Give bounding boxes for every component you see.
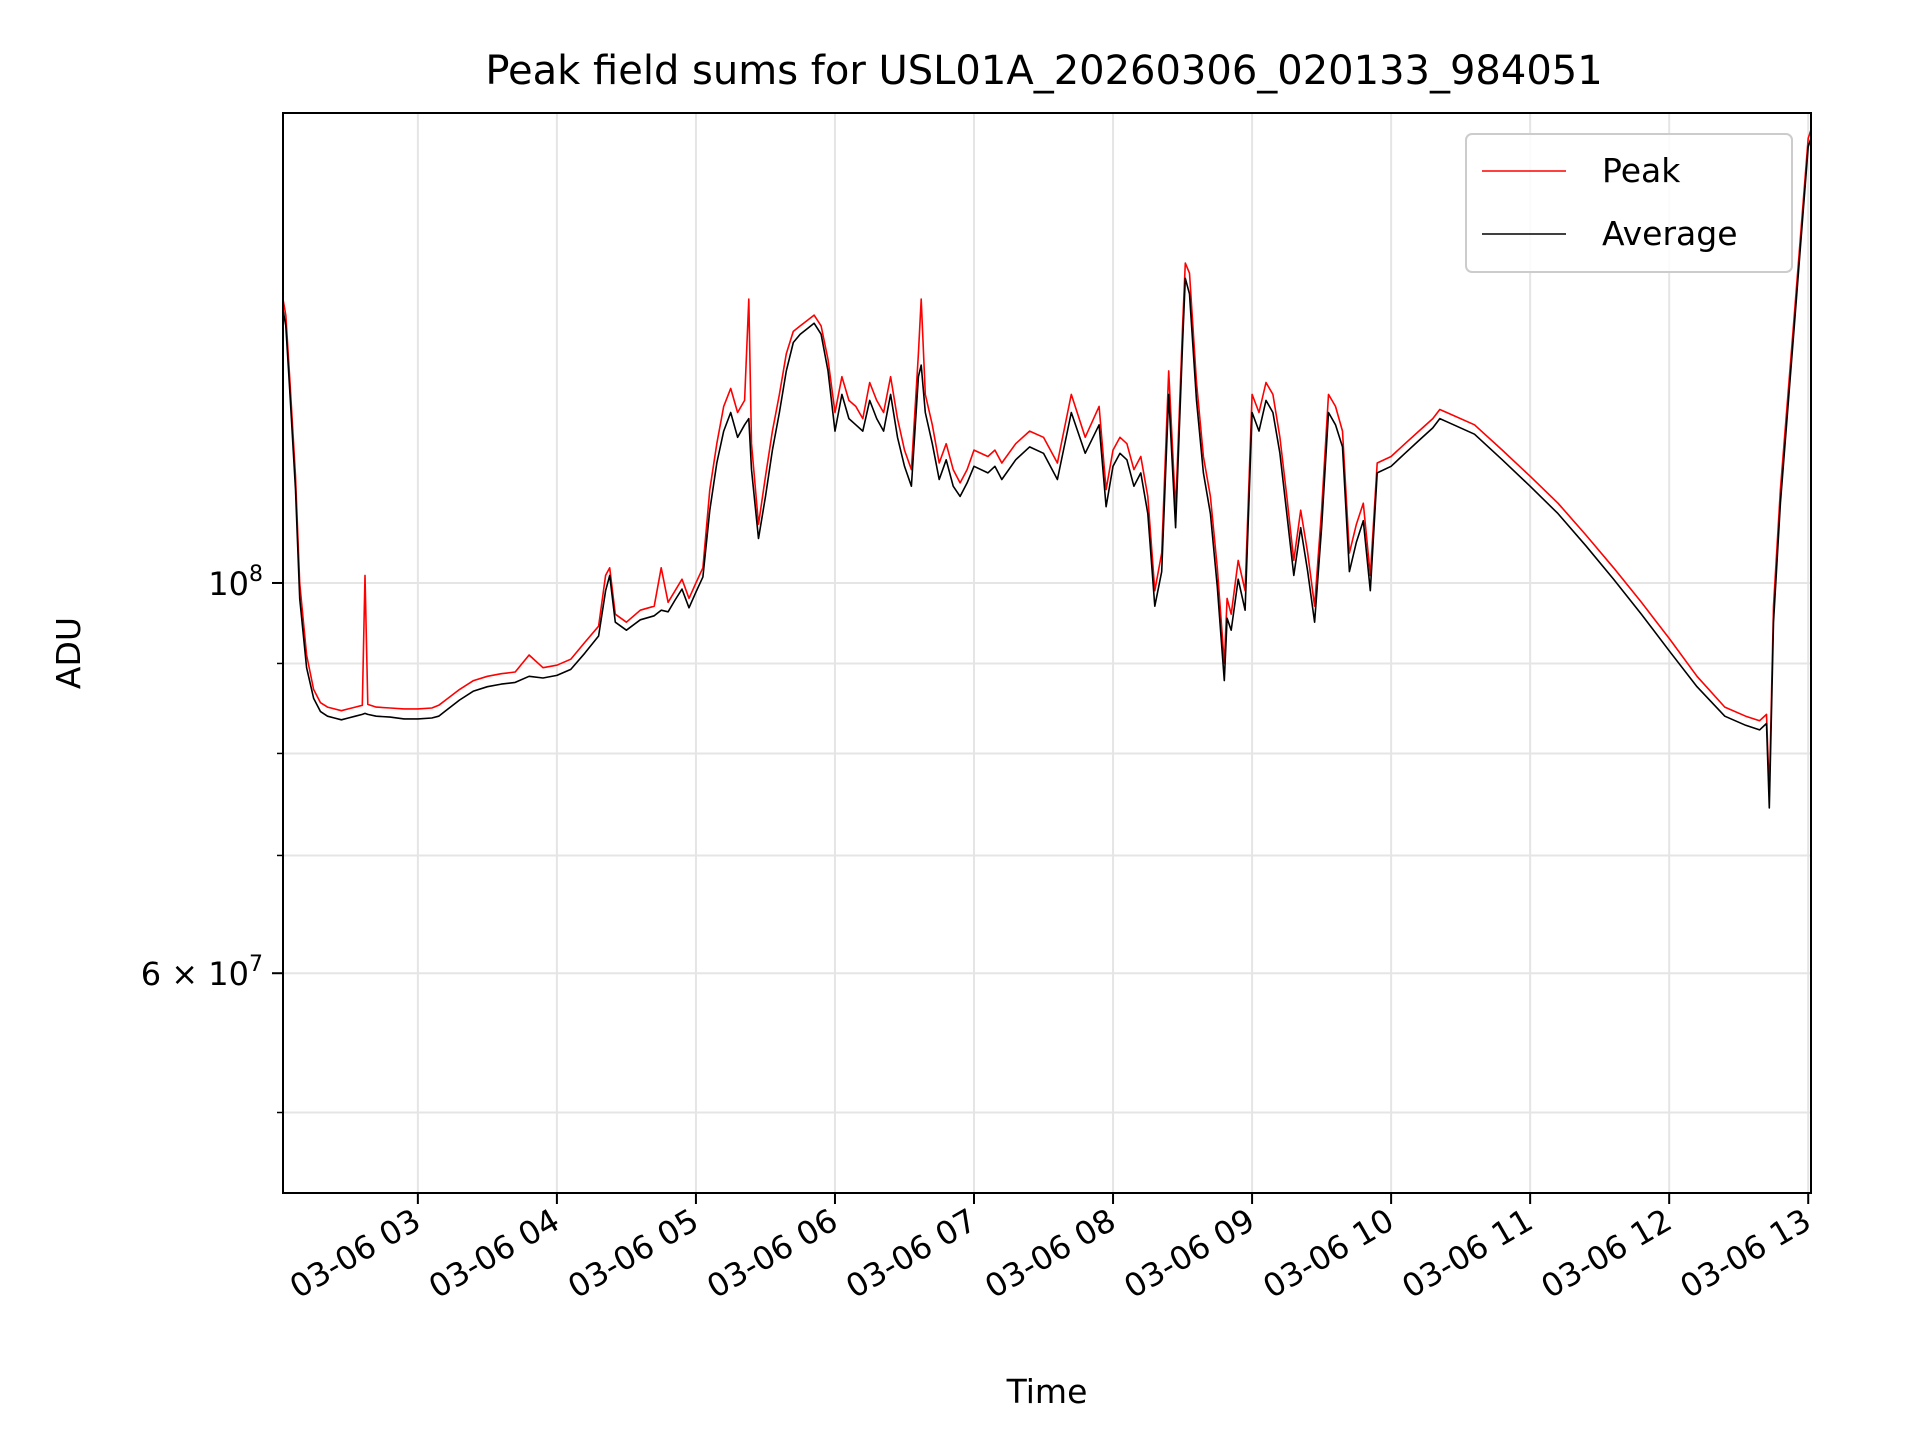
series-line-average — [282, 137, 1812, 809]
legend-label-peak: Peak — [1602, 151, 1681, 190]
y-axis-label: ADU — [49, 617, 88, 689]
x-axis-label: Time — [1006, 1372, 1088, 1411]
y-tick-label: 108 — [208, 562, 263, 603]
chart-title: Peak field sums for USL01A_20260306_0201… — [485, 48, 1602, 94]
legend-label-average: Average — [1602, 214, 1738, 253]
legend: Peak Average — [1465, 133, 1793, 273]
series-group — [282, 129, 1812, 809]
grid — [283, 113, 1811, 1193]
y-axis: 108 6 × 107 — [141, 562, 283, 1114]
series-line-peak — [282, 129, 1812, 794]
plot-frame — [282, 112, 1812, 1194]
legend-box — [1465, 133, 1793, 273]
y-tick-label: 6 × 107 — [141, 952, 263, 993]
